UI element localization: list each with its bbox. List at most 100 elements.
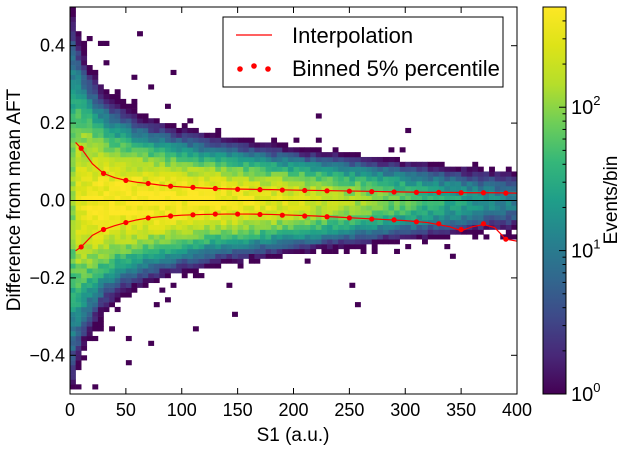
heatmap-cell (192, 219, 199, 225)
heatmap-cell (103, 205, 110, 211)
heatmap-cell (92, 142, 99, 148)
heatmap-cell (299, 205, 305, 211)
heatmap-cell (304, 239, 311, 245)
heatmap-cell (75, 215, 82, 221)
heatmap-cell (505, 195, 512, 201)
heatmap-cell (159, 152, 166, 158)
heatmap-cell (422, 234, 428, 240)
heatmap-cell (131, 248, 138, 255)
heatmap-cell (354, 205, 361, 211)
heatmap-cell (204, 200, 210, 206)
heatmap-cell (159, 229, 166, 235)
heatmap-cell (271, 185, 278, 192)
heatmap-cell (148, 195, 155, 201)
heatmap-cell (226, 200, 233, 206)
heatmap-cell (137, 229, 143, 235)
heatmap-cell (170, 147, 177, 153)
heatmap-cell (187, 244, 194, 250)
heatmap-cell (332, 147, 339, 153)
heatmap-cell (75, 156, 82, 163)
heatmap-cell (304, 205, 311, 211)
heatmap-cell (438, 234, 445, 240)
heatmap-cell (92, 239, 99, 245)
heatmap-cell (343, 190, 350, 196)
heatmap-cell (131, 137, 138, 143)
heatmap-cell (70, 263, 76, 269)
heatmap-cell (114, 292, 121, 298)
heatmap-cell (248, 205, 255, 211)
heatmap-cell (287, 185, 294, 192)
heatmap-cell (181, 152, 188, 158)
heatmap-cell (455, 224, 462, 230)
heatmap-cell (131, 253, 138, 259)
heatmap-cell (304, 190, 311, 196)
heatmap-cell (243, 244, 250, 250)
heatmap-cell (243, 229, 250, 235)
heatmap-cell (75, 108, 82, 114)
heatmap-cell (170, 176, 177, 182)
x-axis-label: S1 (a.u.) (257, 425, 330, 446)
heatmap-cell (388, 185, 395, 192)
heatmap-cell (142, 166, 149, 172)
heatmap-cell (343, 210, 350, 216)
heatmap-cell (248, 195, 255, 201)
heatmap-cell (461, 215, 468, 221)
percentile-point (78, 145, 84, 151)
heatmap-cell (187, 268, 194, 274)
heatmap-cell (477, 166, 484, 172)
heatmap-cell (70, 113, 76, 119)
heatmap-cell (81, 79, 88, 85)
heatmap-cell (271, 171, 278, 177)
heatmap-cell (276, 156, 283, 163)
heatmap-cell (209, 239, 216, 245)
heatmap-cell (405, 181, 412, 187)
heatmap-cell (500, 195, 507, 201)
heatmap-cell (153, 219, 160, 225)
heatmap-cell (198, 253, 205, 259)
heatmap-cell (388, 166, 395, 172)
heatmap-cell (489, 205, 495, 211)
heatmap-cell (461, 171, 468, 177)
heatmap-cell (159, 132, 166, 138)
heatmap-cell (176, 205, 183, 211)
heatmap-cell (438, 161, 445, 167)
heatmap-cell (198, 244, 205, 250)
heatmap-cell (97, 94, 104, 100)
heatmap-cell (449, 195, 456, 201)
heatmap-cell (304, 244, 311, 250)
heatmap-cell (153, 152, 160, 158)
heatmap-cell (477, 224, 484, 230)
heatmap-cell (382, 229, 389, 235)
heatmap-cell (427, 229, 434, 235)
heatmap-cell (75, 306, 82, 313)
heatmap-cell (338, 166, 345, 172)
heatmap-cell (243, 152, 250, 158)
heatmap-cell (70, 369, 76, 375)
heatmap-cell (198, 156, 205, 163)
heatmap-cell (176, 176, 183, 182)
heatmap-cell (282, 244, 289, 250)
heatmap-cell (321, 185, 328, 192)
heatmap-cell (215, 200, 222, 206)
heatmap-cell (131, 244, 138, 250)
heatmap-cell (310, 224, 317, 230)
heatmap-cell (349, 229, 356, 235)
heatmap-cell (75, 147, 82, 153)
heatmap-cell (304, 224, 311, 230)
heatmap-cell (248, 181, 255, 187)
heatmap-cell (315, 185, 322, 192)
heatmap-cell (70, 200, 76, 206)
heatmap-cell (410, 215, 417, 221)
heatmap-cell (153, 224, 160, 230)
percentile-point (212, 211, 218, 217)
heatmap-cell (137, 137, 143, 143)
heatmap-cell (399, 210, 406, 216)
heatmap-cell (81, 287, 88, 293)
heatmap-cell (114, 306, 121, 313)
heatmap-cell (399, 181, 406, 187)
heatmap-cell (142, 219, 149, 225)
percentile-point (167, 183, 174, 189)
heatmap-cell (92, 244, 99, 250)
heatmap-cell (176, 244, 183, 250)
heatmap-cell (489, 181, 495, 187)
